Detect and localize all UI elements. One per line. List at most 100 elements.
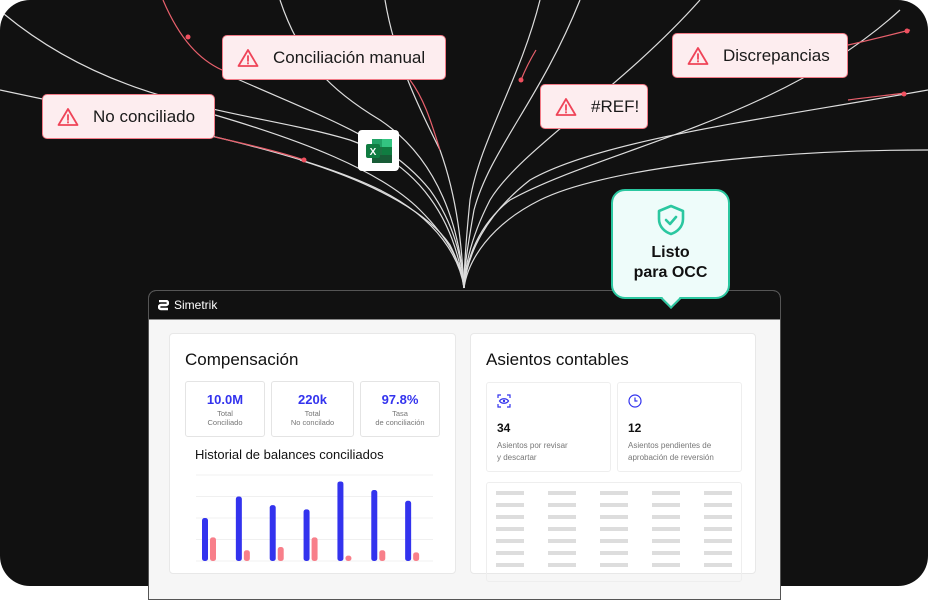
bar-no-conciliado	[345, 555, 352, 561]
app-window: Simetrik Compensación 10.0M Total Concili…	[148, 290, 781, 600]
table-cell-placeholder	[704, 527, 732, 531]
table-cell-placeholder	[652, 563, 680, 567]
table-cell-placeholder	[496, 491, 524, 495]
callout-label: Conciliación manual	[273, 47, 426, 67]
table-cell-placeholder	[704, 491, 732, 495]
table-cell-placeholder	[548, 551, 576, 555]
kpi-tasa-conciliacion: 97.8% Tasa de conciliación	[360, 381, 440, 437]
kpi-label: de conciliación	[375, 418, 425, 427]
table-cell-placeholder	[548, 563, 576, 567]
simetrik-logo-icon	[158, 299, 169, 310]
kpi-label: No concilado	[290, 418, 335, 427]
warning-icon	[555, 97, 577, 116]
kpi-value: 10.0M	[206, 392, 244, 407]
compensacion-card: Compensación 10.0M Total Conciliado 220k …	[169, 333, 456, 574]
bar-conciliado	[405, 500, 412, 561]
asientos-pendientes-card[interactable]: 12 Asientos pendientes de aprobación de r…	[617, 382, 742, 472]
clock-icon	[628, 394, 642, 408]
callout-conciliacion-manual: Conciliación manual	[222, 35, 446, 80]
kpi-total-conciliado: 10.0M Total Conciliado	[185, 381, 265, 437]
table-cell-placeholder	[652, 527, 680, 531]
connection-lines	[0, 0, 928, 289]
kpi-label: Total	[217, 409, 233, 418]
table-cell-placeholder	[548, 491, 576, 495]
card-desc: Asientos por revisar	[497, 441, 568, 450]
bar-conciliado	[269, 505, 276, 561]
warning-icon	[687, 46, 709, 65]
kpi-value: 97.8%	[381, 392, 419, 407]
kpi-label: Tasa	[392, 409, 408, 418]
table-cell-placeholder	[600, 515, 628, 519]
bar-conciliado	[235, 496, 242, 561]
table-cell-placeholder	[496, 515, 524, 519]
bar-no-conciliado	[379, 550, 386, 561]
table-cell-placeholder	[704, 515, 732, 519]
table-cell-placeholder	[704, 551, 732, 555]
table-cell-placeholder	[600, 539, 628, 543]
table-cell-placeholder	[600, 563, 628, 567]
card-desc: aprobación de reversión	[628, 453, 714, 462]
table-cell-placeholder	[496, 539, 524, 543]
bar-chart	[196, 474, 433, 562]
table-cell-placeholder	[548, 527, 576, 531]
table-cell-placeholder	[496, 527, 524, 531]
callout-ref-error: #REF!	[540, 84, 648, 129]
table-cell-placeholder	[600, 503, 628, 507]
card-title: Compensación	[185, 350, 299, 369]
bar-no-conciliado	[277, 547, 284, 561]
kpi-value: 220k	[298, 392, 327, 407]
bar-no-conciliado	[413, 552, 420, 561]
callout-label: No conciliado	[93, 106, 196, 126]
card-desc: y descartar	[497, 453, 537, 462]
svg-text:X: X	[369, 147, 376, 158]
bar-conciliado	[337, 481, 344, 561]
table-cell-placeholder	[704, 539, 732, 543]
table-cell-placeholder	[652, 539, 680, 543]
card-value: 34	[497, 421, 511, 435]
table-cell-placeholder	[600, 527, 628, 531]
table-cell-placeholder	[704, 503, 732, 507]
card-desc: Asientos pendientes de	[628, 441, 712, 450]
callout-no-conciliado: No conciliado	[42, 94, 215, 139]
bar-no-conciliado	[210, 537, 216, 561]
callout-label: #REF!	[591, 96, 640, 116]
brand-name: Simetrik	[174, 298, 218, 312]
table-cell-placeholder	[548, 539, 576, 543]
table-cell-placeholder	[652, 551, 680, 555]
table-cell-placeholder	[652, 515, 680, 519]
badge-line: para OCC	[633, 264, 708, 281]
table-cell-placeholder	[600, 551, 628, 555]
badge-line: Listo	[651, 244, 690, 261]
warning-icon	[57, 107, 79, 126]
table-cell-placeholder	[704, 563, 732, 567]
table-cell-placeholder	[496, 551, 524, 555]
kpi-label: Conciliado	[207, 418, 243, 427]
eye-scan-icon	[497, 394, 511, 408]
chart-title: Historial de balances conciliados	[195, 447, 384, 462]
table-cell-placeholder	[652, 503, 680, 507]
card-title: Asientos contables	[486, 350, 629, 369]
card-value: 12	[628, 421, 642, 435]
table-cell-placeholder	[496, 563, 524, 567]
asientos-revisar-card[interactable]: 34 Asientos por revisar y descartar	[486, 382, 611, 472]
asientos-card: Asientos contables 34 Asientos por revis…	[470, 333, 756, 582]
callout-discrepancias: Discrepancias	[672, 33, 848, 78]
ready-badge: Listo para OCC	[611, 189, 730, 309]
callout-label: Discrepancias	[723, 45, 830, 65]
bar-no-conciliado	[311, 537, 318, 561]
table-cell-placeholder	[496, 503, 524, 507]
table-cell-placeholder	[548, 515, 576, 519]
shield-check-icon	[657, 204, 684, 236]
bar-conciliado	[371, 490, 378, 561]
excel-icon: X	[358, 130, 399, 171]
kpi-total-no-conciliado: 220k Total No concilado	[271, 381, 354, 437]
bar-conciliado	[202, 518, 208, 561]
bar-conciliado	[303, 509, 310, 561]
kpi-label: Total	[304, 409, 321, 418]
placeholder-table	[486, 482, 742, 582]
table-cell-placeholder	[548, 503, 576, 507]
table-cell-placeholder	[652, 491, 680, 495]
warning-icon	[237, 48, 259, 67]
table-cell-placeholder	[600, 491, 628, 495]
bar-no-conciliado	[243, 550, 250, 561]
